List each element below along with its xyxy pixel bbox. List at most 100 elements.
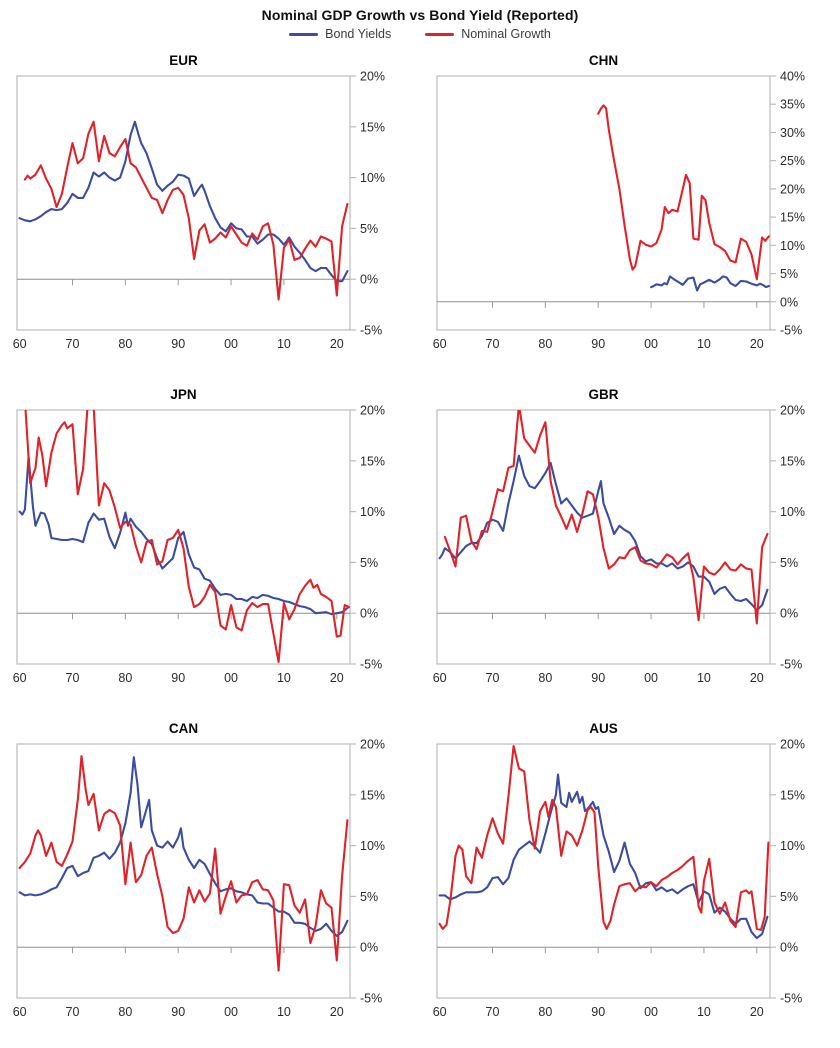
plot-box <box>436 75 771 331</box>
x-tick-label: 60 <box>13 671 27 685</box>
figure-legend: Bond Yields Nominal Growth <box>0 27 840 41</box>
y-tick-label: -5% <box>780 658 802 672</box>
y-tick-label: 20% <box>360 738 385 752</box>
bond-yields-line <box>650 275 770 292</box>
y-tick-label: 15% <box>360 120 385 134</box>
y-tick-label: 20% <box>780 738 805 752</box>
bond-yields-line <box>18 455 349 616</box>
plot-box <box>436 743 771 999</box>
y-tick-label: 5% <box>780 556 798 570</box>
bond-yields-line <box>18 120 349 283</box>
x-tick-label: 10 <box>697 1005 711 1019</box>
y-tick-label: -5% <box>360 324 382 338</box>
y-tick-label: 5% <box>360 890 378 904</box>
y-tick-label: 0% <box>360 607 378 621</box>
y-tick-label: 10% <box>780 839 805 853</box>
plot-box <box>436 409 771 665</box>
figure-title: Nominal GDP Growth vs Bond Yield (Report… <box>261 7 579 23</box>
x-tick-label: 60 <box>433 337 447 351</box>
x-tick-label: 20 <box>330 1005 344 1019</box>
panel-title: AUS <box>589 721 618 736</box>
figure-header: Nominal GDP Growth vs Bond Yield (Report… <box>0 0 840 46</box>
x-tick-label: 10 <box>697 337 711 351</box>
y-tick-label: 0% <box>780 607 798 621</box>
panel-eur: EUR 60 70 80 90 00 10 20 20% 15% 10% 5% 0% -5% <box>13 53 385 351</box>
y-tick-label: 30% <box>780 126 805 140</box>
y-tick-label: -5% <box>780 992 802 1006</box>
y-tick-label: 10% <box>780 239 805 253</box>
nominal-growth-line <box>438 744 770 931</box>
y-tick-label: 10% <box>780 505 805 519</box>
panel-title: CAN <box>169 721 198 736</box>
bond-yields-line <box>438 454 769 612</box>
x-tick-label: 10 <box>277 1005 291 1019</box>
y-tick-label: 0% <box>780 295 798 309</box>
x-tick-label: 70 <box>66 1005 80 1019</box>
x-tick-label: 80 <box>118 337 132 351</box>
y-tick-label: 15% <box>780 454 805 468</box>
x-tick-label: 80 <box>538 337 552 351</box>
y-tick-label: 5% <box>360 222 378 236</box>
y-tick-label: 10% <box>360 839 385 853</box>
x-tick-label: 00 <box>644 671 658 685</box>
panel-title: CHN <box>589 53 618 68</box>
charts-grid: EUR 60 70 80 90 00 10 20 20% 15% 10% 5% 0% -5% CHN 60 70… <box>0 46 840 1048</box>
y-tick-label: 10% <box>360 505 385 519</box>
x-tick-label: 00 <box>644 1005 658 1019</box>
x-tick-label: 90 <box>591 1005 605 1019</box>
legend-item: Bond Yields <box>289 27 391 41</box>
x-tick-label: 80 <box>538 671 552 685</box>
y-tick-label: -5% <box>360 992 382 1006</box>
legend-line-swatch-icon <box>289 32 319 36</box>
y-tick-label: 20% <box>780 182 805 196</box>
x-tick-label: 10 <box>277 337 291 351</box>
y-tick-label: 5% <box>780 267 798 281</box>
legend-label: Bond Yields <box>325 27 392 41</box>
x-tick-label: 00 <box>224 1005 238 1019</box>
panel-title: GBR <box>589 387 619 402</box>
nominal-growth-line <box>24 410 350 664</box>
y-tick-label: 10% <box>360 171 385 185</box>
y-tick-label: 15% <box>780 211 805 225</box>
plot-box <box>16 409 351 665</box>
y-tick-label: 25% <box>780 154 805 168</box>
y-tick-label: 5% <box>360 556 378 570</box>
y-tick-label: 40% <box>780 70 805 84</box>
y-tick-label: 20% <box>360 404 385 418</box>
x-tick-label: 20 <box>330 671 344 685</box>
x-tick-label: 60 <box>13 337 27 351</box>
y-tick-label: 5% <box>780 890 798 904</box>
x-tick-label: 80 <box>118 671 132 685</box>
y-tick-label: 35% <box>780 98 805 112</box>
x-tick-label: 00 <box>224 337 238 351</box>
panel-gbr: GBR 60 70 80 90 00 10 20 20% 15% 10% 5% 0% -5% <box>433 387 805 685</box>
x-tick-label: 70 <box>66 671 80 685</box>
x-tick-label: 90 <box>171 1005 185 1019</box>
y-tick-label: 20% <box>780 404 805 418</box>
plot-box <box>16 75 351 331</box>
x-tick-label: 20 <box>330 337 344 351</box>
x-tick-label: 70 <box>486 671 500 685</box>
x-tick-label: 90 <box>171 337 185 351</box>
y-tick-label: 15% <box>360 788 385 802</box>
x-tick-label: 20 <box>750 337 764 351</box>
x-tick-label: 60 <box>13 1005 27 1019</box>
y-tick-label: -5% <box>780 324 802 338</box>
y-tick-label: 20% <box>360 70 385 84</box>
x-tick-label: 60 <box>433 1005 447 1019</box>
panel-aus: AUS 60 70 80 90 00 10 20 20% 15% 10% 5% 0% -5% <box>433 721 805 1019</box>
legend-item: Nominal Growth <box>425 27 551 41</box>
plot-box <box>16 743 351 999</box>
nominal-growth-line <box>443 410 769 625</box>
nominal-growth-line <box>597 104 770 281</box>
y-tick-label: -5% <box>360 658 382 672</box>
y-tick-label: 0% <box>780 941 798 955</box>
x-tick-label: 60 <box>433 671 447 685</box>
panel-title: JPN <box>170 387 196 402</box>
x-tick-label: 70 <box>486 337 500 351</box>
legend-line-swatch-icon <box>425 32 455 36</box>
x-tick-label: 80 <box>118 1005 132 1019</box>
x-tick-label: 90 <box>591 671 605 685</box>
x-tick-label: 10 <box>697 671 711 685</box>
